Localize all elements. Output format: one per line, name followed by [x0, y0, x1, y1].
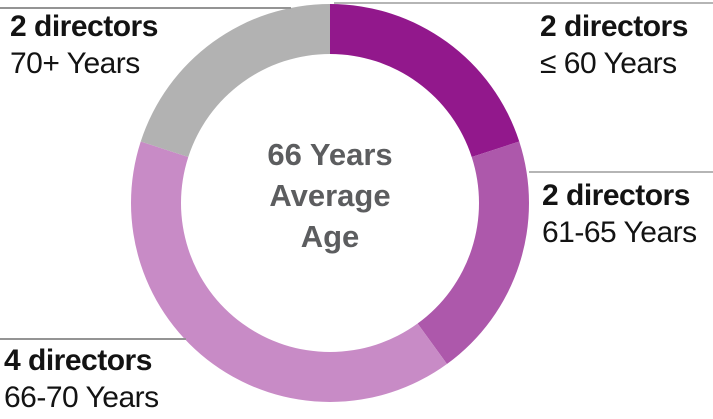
center-label-line-1: 66 Years	[267, 137, 393, 172]
callout-70-plus: 2 directors 70+ Years	[10, 8, 158, 82]
callout-70-plus-range: 70+ Years	[10, 47, 140, 80]
callout-66-70-range: 66-70 Years	[4, 381, 159, 414]
donut-segment-le-60-years	[330, 4, 520, 157]
donut-segment-66-70-years	[131, 141, 447, 402]
callout-66-70-count: 4 directors	[4, 344, 152, 377]
leader-line-70-plus	[0, 7, 291, 9]
callout-61-65-count: 2 directors	[542, 179, 690, 212]
donut-segment-61-65-years	[417, 141, 529, 364]
callout-le-60-count: 2 directors	[540, 10, 688, 43]
center-label-line-2: Average	[269, 178, 391, 213]
donut-center-label: 66 Years Average Age	[205, 134, 455, 257]
callout-66-70: 4 directors 66-70 Years	[4, 342, 159, 416]
leader-line-61-65	[529, 171, 713, 173]
leader-line-66-70	[0, 338, 186, 340]
callout-le-60-range: ≤ 60 Years	[540, 47, 677, 80]
callout-70-plus-count: 2 directors	[10, 10, 158, 43]
leader-line-le-60	[334, 2, 713, 4]
callout-61-65-range: 61-65 Years	[542, 216, 697, 249]
callout-le-60: 2 directors ≤ 60 Years	[540, 8, 688, 82]
donut-segment-70-plus-years	[140, 4, 330, 157]
callout-61-65: 2 directors 61-65 Years	[542, 177, 697, 251]
center-label-line-3: Age	[300, 219, 360, 254]
